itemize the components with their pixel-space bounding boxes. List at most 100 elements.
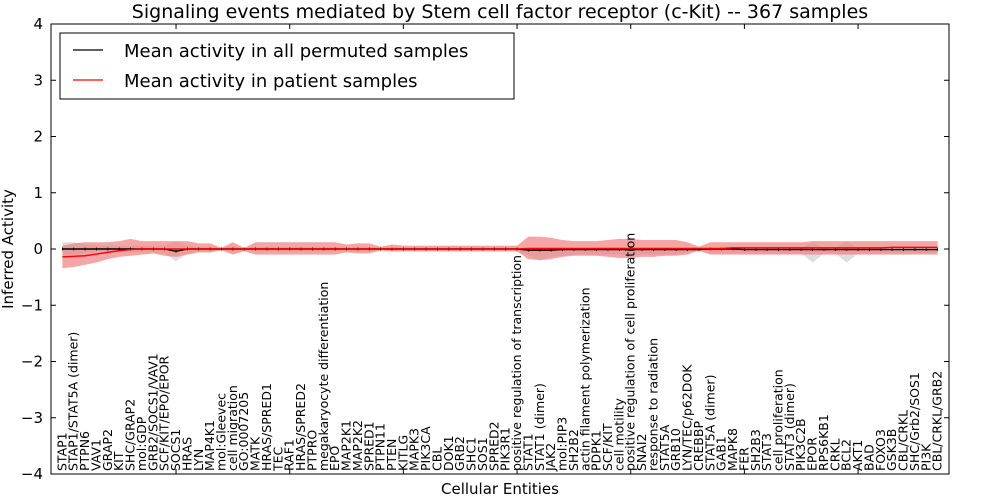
x-tick-label: RAF1 [282, 439, 297, 471]
x-tick-label: EPOR [805, 437, 820, 471]
x-tick-label: GSK3B [884, 429, 899, 471]
x-tick-label: GRB10 [668, 428, 683, 471]
lines-layer [61, 246, 939, 258]
x-tick-label: SCF/KIT/EPO/EPOR [157, 355, 172, 471]
x-tick-label: GAB1 [714, 436, 729, 471]
x-tick-label: PTPN6 [77, 431, 92, 471]
legend: Mean activity in all permuted samples Me… [59, 32, 515, 100]
x-tick-label: PIK3R1 [498, 427, 513, 471]
x-tick-label: actin filament polymerization [577, 287, 592, 471]
x-tick-label: mol:GDP [134, 416, 149, 471]
x-tick-label: SHC/Grb2/SOS1 [907, 372, 922, 471]
x-tick-label: positive regulation of transcription [509, 255, 524, 471]
chart-title: Signaling events mediated by Stem cell f… [132, 1, 868, 23]
x-tick-label: KITLG [395, 435, 410, 471]
x-tick-label: STAT5A (dimer) [702, 375, 717, 471]
x-tick-label: SPRED2 [486, 421, 501, 471]
y-tick-label: −2 [21, 353, 43, 371]
x-axis-label: Cellular Entities [441, 480, 559, 498]
x-tick-label: LYN [191, 449, 206, 471]
x-tick-label: CRKL [827, 438, 842, 471]
x-tick-label: positive regulation of cell proliferatio… [623, 233, 638, 471]
x-tick-label: SPRED1 [361, 421, 376, 471]
x-tick-label: STAT1 [520, 433, 535, 471]
x-tick-label: cell migration [225, 385, 240, 471]
x-tick-label: STAP1 [54, 432, 69, 471]
x-tick-label: response to radiation [645, 338, 660, 471]
x-tick-label: RPS6KB1 [816, 414, 831, 471]
x-tick-label: CBL/CRKL [896, 410, 911, 471]
x-tick-label: MAP2K2 [350, 420, 365, 471]
x-tick-label: PTPRO [304, 430, 319, 471]
x-tick-label: SHC/GRAP2 [123, 399, 138, 471]
x-tick-label: HRAS/SPRED2 [293, 383, 308, 471]
x-tick-label: SNAI2 [634, 434, 649, 471]
band-patient-samples-range [62, 236, 938, 269]
x-tick-label: JAK2 [543, 443, 558, 472]
x-tick-label: STAT3 [759, 433, 774, 471]
x-tick-label: PTEN [384, 439, 399, 471]
x-tick-label: CBL/CRKL/GRB2 [930, 371, 945, 471]
x-tick-label: SOS1 [475, 437, 490, 471]
x-tick-label: LYN/TEC/p62DOK [680, 364, 695, 471]
y-axis-label: Inferred Activity [0, 189, 17, 309]
x-tick-label: MATK [248, 436, 263, 471]
x-tick-label: PIK3C2B [793, 418, 808, 471]
y-tick-labels: −4 −3 −2 −1 0 1 2 3 4 [21, 15, 43, 483]
x-tick-label: GRB2/SOCS1/VAV1 [145, 353, 160, 471]
x-tick-label: SH2B2 [566, 429, 581, 471]
x-tick-label: CBL [429, 447, 444, 471]
y-tick-label: 4 [33, 15, 43, 33]
x-tick-label: SCF/KIT [600, 423, 615, 471]
x-tick-label: megakaryocyte differentiation [316, 282, 331, 471]
x-tick-label: FOXO3 [873, 429, 888, 471]
x-tick-label: PDPK1 [589, 430, 604, 471]
x-tick-label: BAD [861, 444, 876, 471]
x-tick-label: MAPK3 [407, 428, 422, 471]
x-tick-label: cell motility [611, 397, 626, 471]
series-line-patient [62, 246, 938, 258]
x-tick-label: STAP1/STAT5A (dimer) [66, 332, 81, 471]
x-tick-label: PIK3CA [418, 426, 433, 471]
legend-label-patient: Mean activity in patient samples [124, 71, 418, 92]
x-tick-label: CREBBP [691, 421, 706, 471]
x-tick-label: TEC [270, 446, 285, 472]
legend-label-permuted: Mean activity in all permuted samples [124, 41, 468, 62]
y-tick-label: 0 [33, 240, 43, 258]
x-tick-label: SOCS1 [168, 429, 183, 471]
x-tick-label: mol:PIP3 [555, 417, 570, 471]
x-tick-label: GRB2 [452, 436, 467, 471]
x-tick-label: MAP4K1 [202, 420, 217, 471]
x-tick-label: MAP2K1 [339, 420, 354, 471]
plot-frame [50, 23, 950, 475]
x-tick-label: EPO [327, 446, 342, 471]
x-tick-label: PTPN11 [373, 423, 388, 471]
bands-layer [62, 236, 938, 269]
x-tick-label: DOK1 [441, 435, 456, 471]
x-tick-label: STAT3 (dimer) [782, 383, 797, 471]
x-tick-label: SH2B3 [748, 429, 763, 471]
x-tick-label: HRAS [179, 437, 194, 471]
x-tick-label: SHC1 [464, 437, 479, 471]
x-tick-label: GRAP2 [100, 429, 115, 471]
y-tick-label: 1 [33, 184, 43, 202]
x-tick-label: STAT1 (dimer) [532, 383, 547, 471]
y-tick-label: 3 [33, 71, 43, 89]
x-tick-label: FER [736, 447, 751, 471]
x-tick-label: mol:Gleevec [214, 393, 229, 471]
y-tick-label: −4 [21, 465, 43, 483]
x-tick-label: GO:0007205 [236, 392, 251, 471]
x-tick-label: KIT [111, 451, 126, 471]
x-tick-label: AKT1 [850, 440, 865, 471]
x-tick-label: PI3K [918, 443, 933, 471]
x-tick-label: cell proliferation [770, 369, 785, 471]
x-tick-label: BCL2 [839, 439, 854, 471]
y-tick-label: 2 [33, 128, 43, 146]
x-tick-label: VAV1 [88, 439, 103, 471]
y-tick-label: −3 [21, 409, 43, 427]
legend-frame [59, 32, 515, 100]
x-tick-label: MAPK8 [725, 428, 740, 471]
band-permuted-samples-range [62, 241, 938, 263]
